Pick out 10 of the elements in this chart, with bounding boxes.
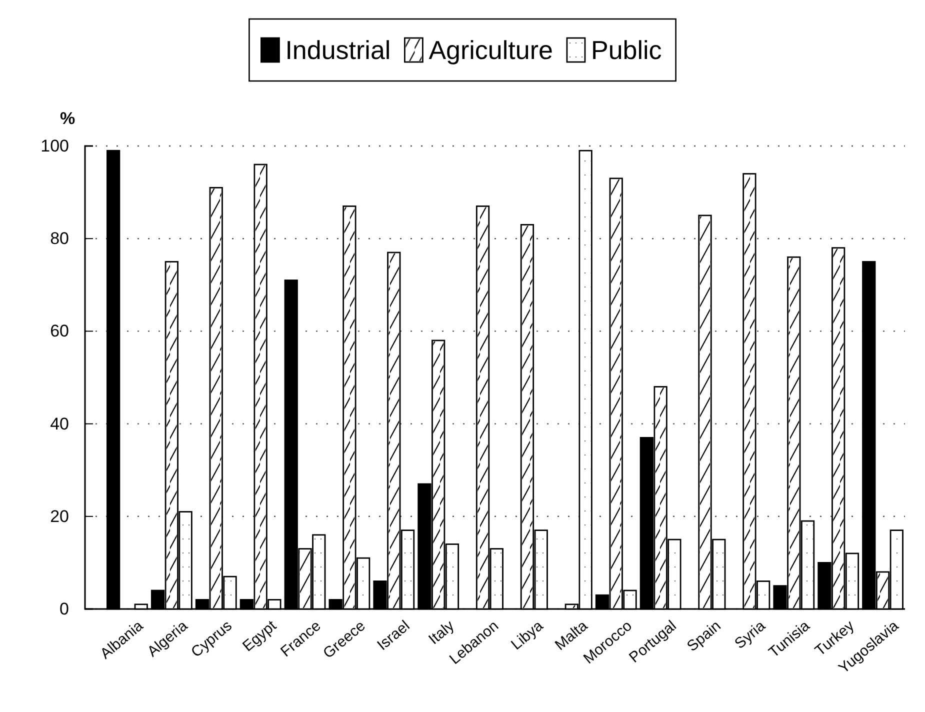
legend-label: Agriculture	[428, 35, 553, 65]
legend-label: Public	[590, 35, 662, 65]
y-tick-label: 20	[50, 506, 69, 526]
y-axis-title: %	[60, 109, 76, 128]
y-tick-label: 60	[50, 322, 69, 341]
y-tick-label: 100	[40, 136, 69, 156]
y-tick-label: 0	[60, 599, 69, 618]
legend-label: Industrial	[285, 35, 391, 65]
y-tick-label: 80	[50, 229, 69, 248]
y-tick-label: 40	[50, 414, 69, 434]
